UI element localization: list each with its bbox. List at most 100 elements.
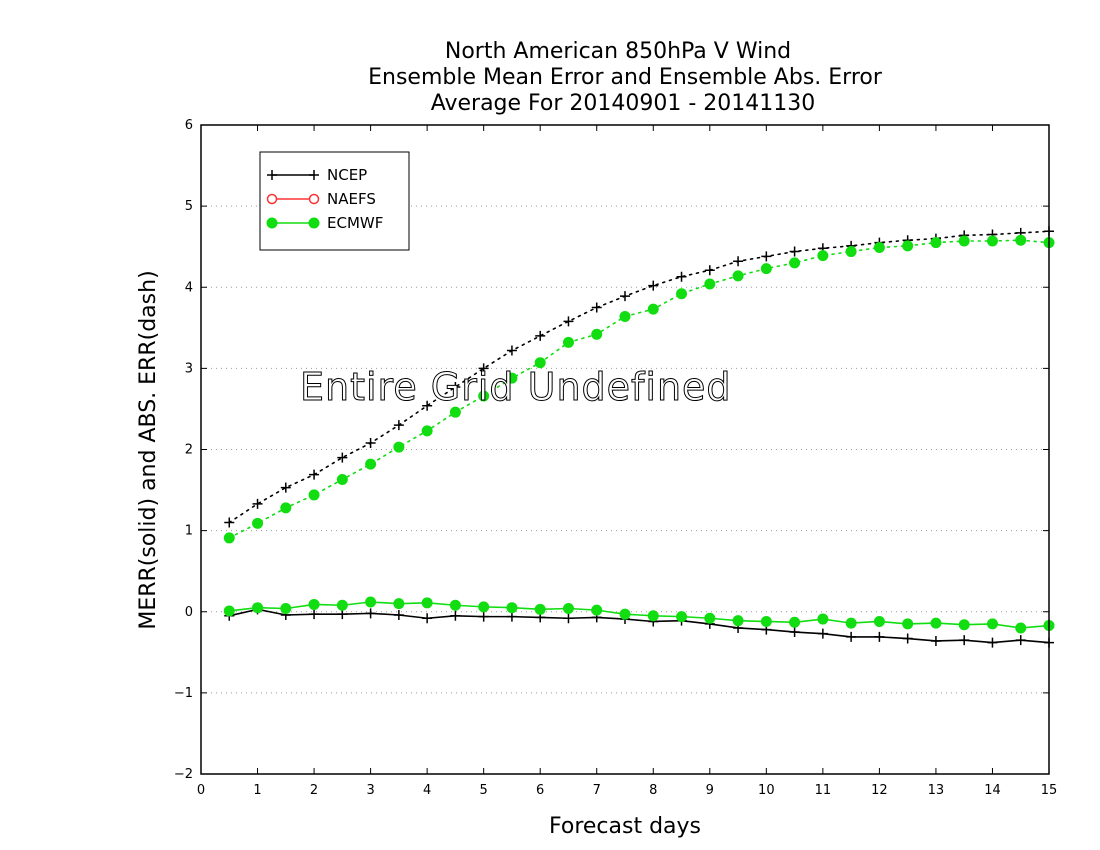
ncep-mean-error-point bbox=[309, 609, 320, 620]
legend: NCEP NAEFS ECMWF bbox=[259, 151, 410, 251]
ecmwf-abs-error-point bbox=[506, 372, 518, 384]
ecmwf-abs-error-point bbox=[534, 357, 546, 369]
ecmwf-abs-error-point bbox=[845, 246, 857, 258]
ecmwf-abs-error-point bbox=[562, 336, 574, 348]
x-tick-label: 10 bbox=[758, 783, 775, 798]
ecmwf-mean-error-point bbox=[647, 610, 659, 622]
ncep-abs-error-point bbox=[789, 246, 800, 257]
ncep-abs-error-point bbox=[337, 452, 348, 463]
ncep-mean-error-point bbox=[365, 608, 376, 619]
y-tick-label: 0 bbox=[185, 605, 193, 620]
legend-label-ecmwf: ECMWF bbox=[327, 214, 383, 232]
ncep-abs-error-point bbox=[761, 251, 772, 262]
x-tick-label: 5 bbox=[480, 783, 488, 798]
x-tick-label: 11 bbox=[815, 783, 832, 798]
legend-marker bbox=[266, 193, 278, 205]
ecmwf-mean-error-point bbox=[789, 616, 801, 628]
legend-item-ncep: NCEP bbox=[267, 166, 367, 184]
ecmwf-abs-error-point bbox=[252, 517, 264, 529]
x-tick-label: 0 bbox=[197, 783, 205, 798]
ecmwf-mean-error-point bbox=[421, 597, 433, 609]
ncep-abs-error-point bbox=[309, 469, 320, 480]
x-tick-label: 6 bbox=[536, 783, 544, 798]
ecmwf-mean-error-point bbox=[986, 618, 998, 630]
ecmwf-abs-error-point bbox=[647, 303, 659, 315]
ecmwf-mean-error-point bbox=[280, 603, 292, 615]
ncep-mean-error-point bbox=[930, 635, 941, 646]
y-tick-label: −2 bbox=[174, 767, 193, 782]
undefined-grid-annotation: Entire Grid Undefined bbox=[300, 365, 732, 409]
x-tick-label: 9 bbox=[706, 783, 714, 798]
ecmwf-abs-error-point bbox=[280, 502, 292, 514]
x-tick-label: 2 bbox=[310, 783, 318, 798]
ecmwf-mean-error-point bbox=[845, 617, 857, 629]
ncep-abs-error-point bbox=[704, 265, 715, 276]
x-tick-label: 7 bbox=[593, 783, 601, 798]
x-tick-label: 3 bbox=[366, 783, 374, 798]
ncep-mean-error-point bbox=[959, 635, 970, 646]
ncep-mean-error-point bbox=[817, 628, 828, 639]
legend-marker bbox=[308, 217, 320, 229]
ecmwf-mean-error-point bbox=[958, 619, 970, 631]
ecmwf-abs-error-point bbox=[817, 250, 829, 262]
x-tick-label: 8 bbox=[649, 783, 657, 798]
ncep-mean-error-point bbox=[987, 637, 998, 648]
ecmwf-mean-error-point bbox=[732, 615, 744, 627]
ncep-abs-error-point bbox=[252, 498, 263, 509]
ecmwf-mean-error-point bbox=[1015, 622, 1027, 634]
ncep-abs-error-point bbox=[280, 482, 291, 493]
ncep-abs-error-point bbox=[478, 363, 489, 374]
series-ncep bbox=[224, 226, 1054, 648]
ncep-abs-error-point bbox=[224, 517, 235, 528]
ecmwf-mean-error-point bbox=[365, 596, 377, 608]
legend-item-naefs: NAEFS bbox=[266, 190, 376, 208]
ecmwf-mean-error-point bbox=[873, 615, 885, 627]
ecmwf-abs-error-point bbox=[958, 235, 970, 247]
x-tick-label: 4 bbox=[423, 783, 431, 798]
y-tick-label: 4 bbox=[185, 280, 193, 295]
y-tick-label: 5 bbox=[185, 199, 193, 214]
ecmwf-abs-error-point bbox=[1015, 234, 1027, 246]
ncep-mean-error-point bbox=[563, 613, 574, 624]
ncep-abs-error-point bbox=[676, 271, 687, 282]
ncep-mean-error-point bbox=[337, 609, 348, 620]
ecmwf-abs-error-point bbox=[760, 263, 772, 275]
ncep-mean-error-point bbox=[789, 627, 800, 638]
y-tick-label: 2 bbox=[185, 443, 193, 458]
ecmwf-abs-error-point bbox=[478, 390, 490, 402]
ecmwf-mean-error-point bbox=[591, 604, 603, 616]
ecmwf-abs-error-point bbox=[789, 257, 801, 269]
ecmwf-abs-error-point bbox=[449, 406, 461, 418]
x-tick-label: 13 bbox=[928, 783, 945, 798]
ecmwf-mean-error-point bbox=[252, 602, 264, 614]
ecmwf-abs-error-point bbox=[986, 235, 998, 247]
ncep-abs-error-point bbox=[393, 420, 404, 431]
series-layer bbox=[223, 226, 1055, 648]
ncep-mean-error-point bbox=[902, 633, 913, 644]
title-line-1: North American 850hPa V Wind bbox=[445, 39, 791, 64]
ncep-abs-error-point bbox=[591, 302, 602, 313]
ecmwf-abs-error-point bbox=[365, 458, 377, 470]
legend-marker bbox=[308, 193, 320, 205]
x-tick-label: 1 bbox=[253, 783, 261, 798]
ecmwf-abs-error-point bbox=[902, 240, 914, 252]
legend-marker bbox=[267, 170, 277, 180]
ncep-abs-error-point bbox=[563, 316, 574, 327]
ecmwf-mean-error-point bbox=[902, 618, 914, 630]
ecmwf-mean-error-point bbox=[704, 612, 716, 624]
ecmwf-abs-error-point bbox=[308, 489, 320, 501]
ecmwf-mean-error-point bbox=[478, 601, 490, 613]
ncep-mean-error-point bbox=[478, 611, 489, 622]
ecmwf-mean-error-point bbox=[676, 611, 688, 623]
y-tick-label: 3 bbox=[185, 361, 193, 376]
ncep-mean-error-point bbox=[846, 631, 857, 642]
title-line-2: Ensemble Mean Error and Ensemble Abs. Er… bbox=[368, 65, 883, 90]
x-tick-label: 12 bbox=[871, 783, 888, 798]
chart-title: North American 850hPa V Wind Ensemble Me… bbox=[368, 39, 883, 116]
y-tick-label: 1 bbox=[185, 524, 193, 539]
x-tick-label: 14 bbox=[984, 783, 1001, 798]
ecmwf-abs-error-point bbox=[676, 288, 688, 300]
ecmwf-mean-error-point bbox=[930, 617, 942, 629]
ecmwf-mean-error-point bbox=[449, 599, 461, 611]
ecmwf-mean-error-line bbox=[229, 601, 1050, 629]
